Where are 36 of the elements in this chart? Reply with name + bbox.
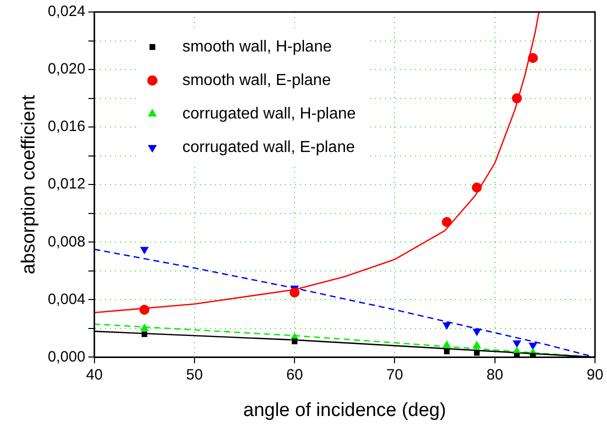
x-tick-label: 60 [286,366,303,384]
point [528,53,538,64]
point [140,323,149,331]
legend-label: corrugated wall, H-plane [182,105,356,122]
y-tick-label: 0,024 [48,3,86,20]
point [472,328,482,336]
point [474,350,480,356]
point [512,93,522,104]
point [142,331,148,338]
y-axis-title: absorption coefficient [18,94,40,274]
y-tick-label: 0,000 [48,348,86,366]
point [512,340,522,348]
y-tick-label: 0,016 [48,118,86,136]
x-tick-label: 80 [486,366,504,384]
x-tick-label: 90 [586,366,604,384]
x-tick-label: 50 [186,366,203,384]
x-tick-label: 70 [386,366,404,384]
y-tick-label: 0,012 [48,176,86,193]
point [139,304,150,315]
point [140,246,149,254]
legend-label: smooth wall, H-plane [182,38,332,56]
point [472,182,482,192]
x-tick-label: 40 [86,366,103,384]
legend-label: smooth wall, E-plane [182,72,331,89]
y-tick-label: 0,004 [48,290,86,308]
y-tick-label: 0,020 [48,60,86,78]
point [442,322,452,330]
x-axis-title: angle of incidence (deg) [243,400,446,421]
point [472,340,482,348]
y-tick-label: 0,008 [48,233,86,250]
point [442,340,452,348]
point [444,348,450,354]
point [442,216,452,227]
point [292,338,298,344]
legend-label: corrugated wall, E-plane [182,138,355,156]
point [290,287,300,298]
